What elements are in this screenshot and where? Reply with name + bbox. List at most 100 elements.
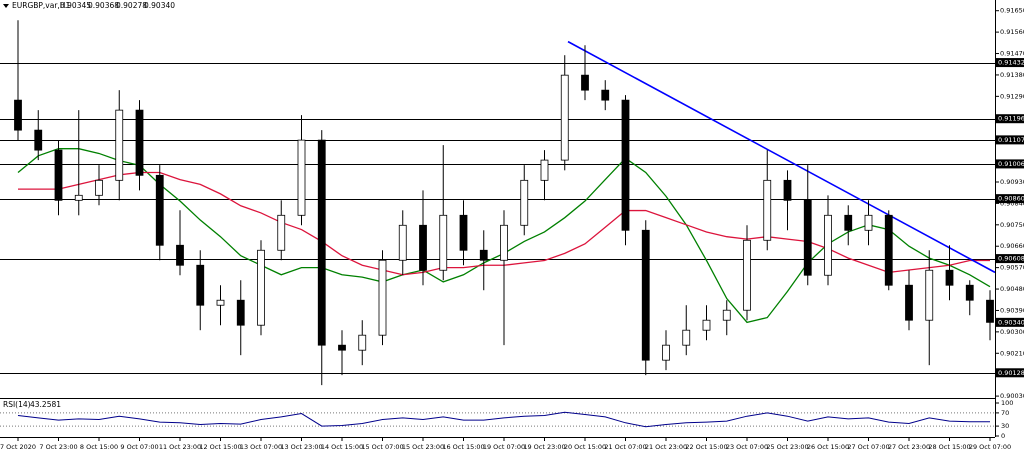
candle-body <box>176 244 184 266</box>
candle-body <box>196 264 205 306</box>
candle-body <box>236 299 245 326</box>
x-tick-label: 21 Oct 07:00 <box>604 443 646 451</box>
candle-body <box>74 194 83 201</box>
level-label: 0.90128 <box>998 369 1024 377</box>
level-label: 0.91196 <box>998 115 1024 123</box>
rsi-line <box>17 411 991 428</box>
candle-body <box>540 159 549 181</box>
x-tick-label: 27 Oct 23:00 <box>888 443 930 451</box>
candle-body <box>34 129 43 151</box>
candle-body <box>135 109 144 176</box>
candle-body <box>115 109 124 181</box>
y-tick-label: 100 <box>1001 399 1013 407</box>
candle-body <box>722 309 731 321</box>
candle-body <box>905 284 913 321</box>
collapse-icon <box>3 4 9 8</box>
ohlc-close: 0.90340 <box>144 1 175 10</box>
candle-body <box>986 299 994 323</box>
candle-body <box>277 214 286 251</box>
candle-body <box>459 214 468 251</box>
level-label: 0.91107 <box>998 136 1024 144</box>
level-label-box <box>996 194 1024 204</box>
current-price-label: 0.90340 <box>998 318 1024 326</box>
level-label-box <box>996 159 1024 169</box>
level-label: 0.91006 <box>998 160 1024 168</box>
candle-body <box>864 214 873 231</box>
x-tick-label: 11 Oct 23:00 <box>159 443 201 451</box>
candle-body <box>662 344 670 361</box>
level-label: 0.90608 <box>998 255 1024 263</box>
level-label-box <box>996 254 1024 264</box>
candle-body <box>641 229 650 361</box>
x-tick-label: 22 Oct 15:00 <box>685 443 727 451</box>
candle-body <box>297 139 306 216</box>
candle-body <box>520 179 529 226</box>
x-tick-label: 12 Oct 15:00 <box>199 443 241 451</box>
x-tick-label: 16 Oct 15:00 <box>442 443 484 451</box>
current-price-label-box <box>996 317 1024 327</box>
candle-body <box>621 99 630 231</box>
x-tick-label: 25 Oct 23:00 <box>766 443 808 451</box>
x-tick-label: 15 Oct 07:00 <box>361 443 403 451</box>
candle-body <box>783 179 792 201</box>
candle-body <box>581 74 589 91</box>
x-tick-label: 23 Oct 07:00 <box>726 443 768 451</box>
candle-body <box>95 179 103 196</box>
candle-body <box>925 269 934 321</box>
x-tick-label: 7 Oct 2020 <box>0 443 36 451</box>
level-label-box <box>996 135 1024 145</box>
candle-body <box>560 74 569 161</box>
candle-body <box>398 224 407 261</box>
candle-body <box>257 249 265 326</box>
x-tick-label: 19 Oct 23:00 <box>523 443 565 451</box>
candle-body <box>216 299 225 306</box>
symbol-label: EURGBP,var,H1 <box>12 1 70 10</box>
price-axis-bg <box>996 0 1024 437</box>
rsi-value: 43.2581 <box>30 400 61 409</box>
candle-body <box>155 174 164 246</box>
candle-body <box>763 179 772 241</box>
x-tick-label: 13 Oct 07:00 <box>240 443 282 451</box>
main-panel <box>0 20 996 386</box>
candle-body <box>317 139 326 346</box>
candle-body <box>500 224 508 261</box>
x-tick-label: 9 Oct 07:00 <box>120 443 158 451</box>
rsi-label: RSI(14) <box>3 400 31 409</box>
candle-body <box>54 149 63 201</box>
x-tick-label: 14 Oct 15:00 <box>321 443 363 451</box>
ohlc-low: 0.90278 <box>116 1 147 10</box>
level-label-box <box>996 58 1024 68</box>
x-tick-label: 21 Oct 23:00 <box>645 443 687 451</box>
candle-body <box>743 239 751 311</box>
x-tick-label: 26 Oct 15:00 <box>807 443 849 451</box>
x-tick-label: 7 Oct 23:00 <box>39 443 77 451</box>
candle-body <box>844 214 853 231</box>
y-tick-label: 70 <box>1001 409 1009 417</box>
candle-body <box>702 319 711 331</box>
candle-body <box>884 214 893 286</box>
y-tick-label: 30 <box>1001 422 1009 430</box>
level-label: 0.90860 <box>998 195 1024 203</box>
candle-body <box>803 199 812 276</box>
x-tick-label: 29 Oct 07:00 <box>969 443 1011 451</box>
trendline <box>567 40 996 274</box>
x-tick-label: 28 Oct 15:00 <box>928 443 970 451</box>
candle-body <box>419 224 427 271</box>
candle-body <box>824 214 832 276</box>
y-tick-label: 0 <box>1001 432 1005 440</box>
ohlc-high: 0.90368 <box>88 1 119 10</box>
level-label-box <box>996 368 1024 378</box>
x-tick-label: 20 Oct 15:00 <box>564 443 606 451</box>
